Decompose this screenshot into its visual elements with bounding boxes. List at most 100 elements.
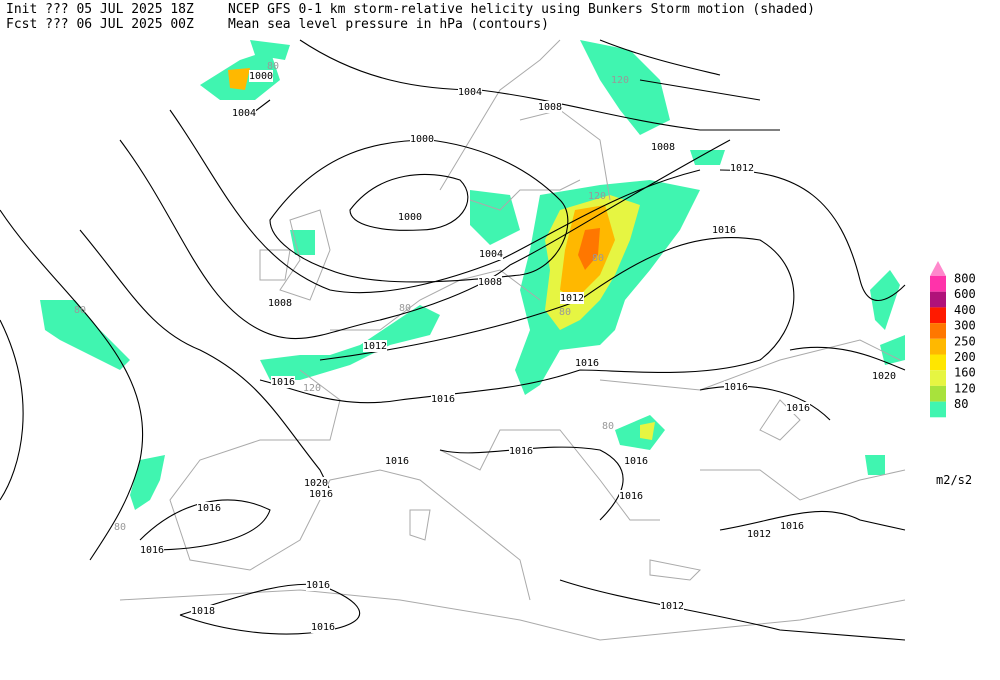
shade-label: 120 [303, 383, 321, 394]
isobar [169, 109, 701, 294]
contour-title: Mean sea level pressure in hPa (contours… [228, 17, 549, 32]
legend-label: 250 [954, 334, 976, 348]
label-bg [560, 292, 584, 304]
legend-label: 300 [954, 319, 976, 333]
shade-area [640, 422, 655, 440]
shade-area [690, 150, 725, 165]
shade-area [250, 40, 290, 60]
legend-swatch [930, 354, 946, 371]
label-bg [509, 445, 533, 457]
label-bg [309, 488, 333, 500]
shade-area [228, 68, 250, 90]
shade-label: 80 [267, 61, 279, 72]
contour-label: 1018 [191, 606, 215, 617]
label-bg [780, 520, 804, 532]
shade-area [130, 455, 165, 510]
contour-label: 1004 [232, 108, 256, 119]
legend-label: 200 [954, 350, 976, 364]
label-bg [431, 393, 455, 405]
coastline [119, 269, 906, 641]
contour-label: 1016 [786, 403, 810, 414]
fcst-text: Fcst ??? 06 JUL 2025 00Z [6, 17, 194, 32]
legend-label: 600 [954, 287, 976, 301]
legend-label: 120 [954, 381, 976, 395]
legend-swatch [930, 276, 946, 292]
shade-area [578, 228, 600, 270]
label-bg [385, 455, 409, 467]
shade-area [40, 300, 130, 370]
shade-label: 80 [592, 253, 604, 264]
shade-area [580, 40, 670, 135]
label-bg [304, 477, 328, 489]
label-bg [140, 544, 164, 556]
contour-label: 1016 [197, 503, 221, 514]
contour-label: 1016 [140, 545, 164, 556]
label-bg [306, 579, 330, 591]
contour-label: 1012 [747, 529, 771, 540]
contour-label: 1000 [249, 71, 273, 82]
contour-label: 1016 [624, 456, 648, 467]
isobars [0, 39, 906, 641]
legend-swatch [930, 401, 946, 418]
label-bg [619, 490, 643, 502]
contour-label: 1020 [304, 478, 328, 489]
shade-area [870, 270, 900, 330]
contour-label: 1016 [431, 394, 455, 405]
shade-label: 80 [399, 303, 411, 314]
legend-swatch [930, 307, 946, 324]
contour-label: 1004 [479, 249, 503, 260]
contour-label: 1016 [619, 491, 643, 502]
isobar [179, 583, 361, 635]
legend-swatch [930, 370, 946, 386]
contour-label: 1000 [410, 134, 434, 145]
legend-label: 800 [954, 272, 976, 286]
legend-label: 400 [954, 303, 976, 317]
isobar [719, 169, 906, 302]
isobar [0, 209, 144, 561]
label-bg [538, 101, 562, 113]
legend-swatch [930, 385, 946, 402]
shade-label: 120 [588, 191, 606, 202]
isobar [0, 319, 24, 501]
shade-area [260, 305, 440, 380]
label-bg [730, 162, 754, 174]
isobar [349, 173, 469, 231]
shade-label: 80 [114, 522, 126, 533]
isobar [269, 139, 569, 283]
label-bg [268, 297, 292, 309]
label-bg [747, 528, 771, 540]
contour-label: 1020 [872, 371, 896, 382]
label-bg [872, 370, 896, 382]
legend-arrow [930, 261, 946, 276]
label-bg [575, 357, 599, 369]
contour-label: 1004 [458, 87, 482, 98]
contour-label: 1016 [385, 456, 409, 467]
contour-label: 1016 [575, 358, 599, 369]
contour-label: 1016 [271, 377, 295, 388]
isobar [249, 39, 761, 116]
legend-swatch [930, 338, 946, 355]
label-bg [363, 340, 387, 352]
label-bg [479, 248, 503, 260]
shade-label: 80 [559, 307, 571, 318]
label-bg [660, 600, 684, 612]
legend-units: m2/s2 [936, 473, 972, 487]
label-bg [410, 133, 434, 145]
contour-label: 1016 [780, 521, 804, 532]
legend-swatch [930, 323, 946, 339]
shade-label: 120 [611, 75, 629, 86]
label-bg [271, 376, 295, 388]
contour-labels: 1004 1000 1004 1008 1000 1008 1012 1000 1004 1008… [74, 61, 896, 633]
contour-label: 1008 [478, 277, 502, 288]
coastline [439, 39, 611, 211]
contour-label: 1012 [363, 341, 387, 352]
contour-label: 1012 [730, 163, 754, 174]
shade-label: 80 [74, 305, 86, 316]
label-bg [191, 605, 215, 617]
coastlines [119, 39, 906, 641]
contour-label: 1008 [268, 298, 292, 309]
contour-label: 1008 [651, 142, 675, 153]
